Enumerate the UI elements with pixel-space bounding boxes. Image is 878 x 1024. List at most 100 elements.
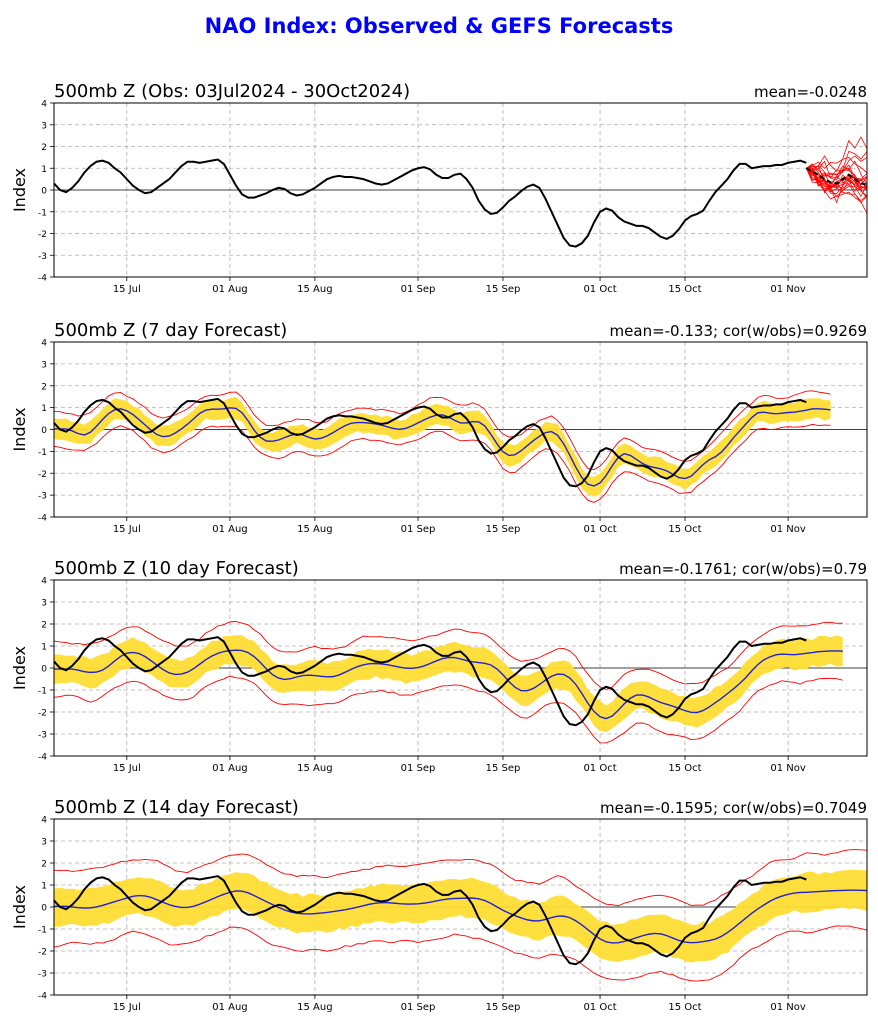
lower-spread-edge-line xyxy=(53,925,868,982)
x-tick-label: 01 Oct xyxy=(583,1002,616,1013)
ensemble-member-line xyxy=(805,168,868,193)
x-tick-label: 15 Jul xyxy=(113,524,141,535)
ensemble-member-line xyxy=(806,167,868,214)
y-tick-label: 0 xyxy=(41,904,47,914)
y-tick-label: -3 xyxy=(38,492,47,502)
y-tick-label: -1 xyxy=(38,448,47,458)
ensemble-member-line xyxy=(806,163,868,198)
observed-line xyxy=(53,158,807,248)
y-axis-label: Index xyxy=(10,646,29,690)
y-axis-label: Index xyxy=(10,168,29,212)
y-tick-label: 4 xyxy=(41,339,47,349)
x-tick-label: 01 Oct xyxy=(583,763,616,774)
ensemble-member-line xyxy=(805,168,868,198)
figure-title: NAO Index: Observed & GEFS Forecasts xyxy=(204,14,674,38)
upper-spread-edge-line xyxy=(53,390,831,471)
spread-band xyxy=(54,635,843,733)
y-tick-label: 2 xyxy=(41,621,47,631)
x-tick-label: 01 Sep xyxy=(401,524,436,535)
panel-title: 500mb Z (Obs: 03Jul2024 - 30Oct2024) xyxy=(54,81,410,102)
panel-1: 4 3 2 1 0 -1 -2 -3 -4 15 Jul 01 Aug 15 Aug 01 Sep 15 … xyxy=(10,81,868,295)
y-axis-label: Index xyxy=(10,885,29,929)
lower-spread-edge-line xyxy=(53,423,831,503)
forecast-mean-line xyxy=(54,649,843,720)
panel-title: 500mb Z (14 day Forecast) xyxy=(54,797,299,818)
panel-stat: mean=-0.0248 xyxy=(754,83,867,101)
y-tick-label: 1 xyxy=(41,643,47,653)
x-tick-label: 15 Aug xyxy=(297,284,332,295)
x-tick-label: 15 Jul xyxy=(113,763,141,774)
y-tick-label: -2 xyxy=(38,230,47,240)
x-tick-label: 01 Aug xyxy=(212,284,247,295)
x-tick-label: 01 Oct xyxy=(583,524,616,535)
observed-line xyxy=(53,397,807,488)
y-tick-label: -2 xyxy=(38,709,47,719)
y-tick-label: 4 xyxy=(41,577,47,587)
x-tick-label: 15 Aug xyxy=(297,763,332,774)
panel-2: 4 3 2 1 0 -1 -2 -3 -4 15 Jul 01 Aug 15 Aug 01 Sep 15 … xyxy=(10,320,868,535)
x-tick-label: 01 Sep xyxy=(401,1002,436,1013)
x-tick-label: 01 Nov xyxy=(770,284,806,295)
spread-band xyxy=(54,869,867,963)
x-tick-label: 15 Sep xyxy=(486,1002,521,1013)
y-tick-label: -4 xyxy=(38,753,47,763)
panel-4: 4 3 2 1 0 -1 -2 -3 -4 15 Jul 01 Aug 15 Aug 01 Sep 15 … xyxy=(10,797,868,1013)
y-tick-label: -2 xyxy=(38,948,47,958)
x-tick-label: 01 Aug xyxy=(212,763,247,774)
ensemble-mean-dashed-line xyxy=(805,167,868,186)
observed-line xyxy=(53,875,807,966)
panel-stat: mean=-0.1761; cor(w/obs)=0.79 xyxy=(619,560,867,578)
y-tick-label: 3 xyxy=(41,360,47,370)
y-tick-label: 4 xyxy=(41,100,47,110)
y-tick-label: 2 xyxy=(41,860,47,870)
x-tick-label: 15 Oct xyxy=(668,524,701,535)
y-tick-label: 4 xyxy=(41,816,47,826)
ensemble-member-line xyxy=(806,150,868,177)
panel-title: 500mb Z (10 day Forecast) xyxy=(54,558,299,579)
y-axis-label: Index xyxy=(10,407,29,451)
x-tick-label: 01 Oct xyxy=(583,284,616,295)
x-tick-label: 15 Aug xyxy=(297,524,332,535)
y-tick-label: 1 xyxy=(41,165,47,175)
x-tick-label: 15 Jul xyxy=(113,284,141,295)
panel-title: 500mb Z (7 day Forecast) xyxy=(54,320,287,341)
y-tick-label: -3 xyxy=(38,731,47,741)
x-tick-label: 01 Nov xyxy=(770,1002,806,1013)
x-tick-label: 01 Nov xyxy=(770,524,806,535)
y-tick-label: 1 xyxy=(41,404,47,414)
x-tick-label: 15 Oct xyxy=(668,763,701,774)
x-tick-label: 15 Sep xyxy=(486,763,521,774)
y-tick-label: 3 xyxy=(41,121,47,131)
x-tick-label: 01 Nov xyxy=(770,763,806,774)
y-tick-label: 3 xyxy=(41,599,47,609)
y-tick-label: -1 xyxy=(38,208,47,218)
y-tick-label: -1 xyxy=(38,687,47,697)
y-tick-label: -4 xyxy=(38,514,47,524)
observed-line xyxy=(53,636,807,727)
panel-stat: mean=-0.1595; cor(w/obs)=0.7049 xyxy=(600,799,867,817)
y-tick-label: 1 xyxy=(41,882,47,892)
y-tick-label: -3 xyxy=(38,970,47,980)
y-tick-label: -2 xyxy=(38,470,47,480)
ensemble-member-line xyxy=(806,157,868,174)
x-tick-label: 15 Sep xyxy=(486,524,521,535)
x-tick-label: 15 Sep xyxy=(486,284,521,295)
x-tick-label: 15 Oct xyxy=(668,284,701,295)
y-tick-label: 0 xyxy=(41,426,47,436)
forecast-mean-line xyxy=(54,407,831,487)
spread-band xyxy=(54,396,831,497)
x-tick-label: 15 Oct xyxy=(668,1002,701,1013)
x-tick-label: 15 Aug xyxy=(297,1002,332,1013)
y-tick-label: 2 xyxy=(41,143,47,153)
x-tick-label: 15 Jul xyxy=(113,1002,141,1013)
y-tick-label: -4 xyxy=(38,274,47,284)
x-tick-label: 01 Aug xyxy=(212,524,247,535)
ensemble-member-line xyxy=(806,167,868,190)
lower-spread-edge-line xyxy=(53,675,843,744)
y-tick-label: -3 xyxy=(38,252,47,262)
panel-stat: mean=-0.133; cor(w/obs)=0.9269 xyxy=(610,322,867,340)
y-tick-label: 3 xyxy=(41,838,47,848)
y-tick-label: -1 xyxy=(38,926,47,936)
x-tick-label: 01 Sep xyxy=(401,763,436,774)
